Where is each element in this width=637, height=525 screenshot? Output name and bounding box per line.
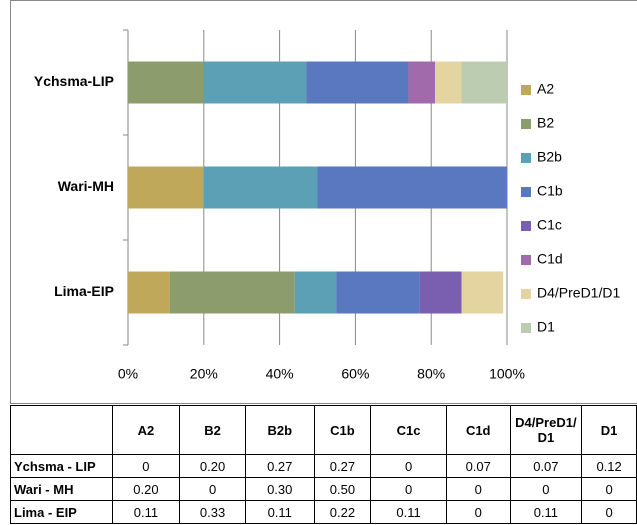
legend-swatch [521, 323, 531, 333]
chart: 0% 20% 40% 60% 80% 100% Ychsma-LIP Wari-MH Lima-… [10, 0, 637, 404]
table-cell: 0 [581, 500, 637, 524]
legend-label: C1d [537, 251, 563, 267]
data-table: A2 B2 B2b C1b C1c C1d D4/PreD1/D1 D1 Ychsma - L… [10, 405, 637, 524]
legend-swatch [521, 85, 531, 95]
legend-label: D4/PreD1/D1 [537, 285, 620, 301]
legend-label: B2 [537, 115, 554, 131]
legend-swatch [521, 153, 531, 163]
table-cell: 0.12 [581, 454, 637, 478]
bar-segment [128, 166, 204, 209]
legend-swatch [521, 255, 531, 265]
legend-label: C1b [537, 183, 563, 199]
column-header: B2 [179, 405, 246, 455]
table-cell: 0.20 [179, 454, 246, 478]
column-header: C1b [313, 405, 372, 455]
x-tick-label: 80% [417, 366, 445, 382]
table-row: Ychsma - LIP 0 0.20 0.27 0.27 0 0.07 0.07 0.12 [10, 454, 637, 478]
table-cell: 0 [370, 477, 447, 501]
table-cell: 0 [581, 477, 637, 501]
bar-segment [434, 61, 462, 104]
column-header: D1 [581, 405, 637, 455]
table-cell: 0.30 [244, 477, 315, 501]
bar-segment [128, 271, 170, 314]
table-cell: 0 [111, 454, 181, 478]
table-cell: 0.11 [509, 500, 583, 524]
y-tick-label: Ychsma-LIP [34, 73, 114, 89]
bar-segment [169, 271, 295, 314]
legend-swatch [521, 119, 531, 129]
x-tick-label: 40% [266, 366, 294, 382]
bar-segment [408, 61, 435, 104]
bar-segment [317, 166, 507, 209]
table-cell: 0.27 [244, 454, 315, 478]
legend-swatch [521, 221, 531, 231]
table-cell: 0 [445, 500, 511, 524]
table-cell: 0.20 [111, 477, 181, 501]
bar-segment [461, 271, 504, 314]
bar-segment [419, 271, 462, 314]
table-cell: 0.33 [179, 500, 246, 524]
table-cell: 0.07 [509, 454, 583, 478]
table-cell: 0.22 [313, 500, 372, 524]
x-tick-label: 60% [341, 366, 369, 382]
legend-swatch [521, 187, 531, 197]
table-cell: 0.11 [370, 500, 447, 524]
bar-segment [203, 166, 318, 209]
row-label: Lima - EIP [10, 500, 113, 524]
table-header: A2 B2 B2b C1b C1c C1d D4/PreD1/D1 D1 [10, 405, 637, 455]
table-cell: 0 [445, 477, 511, 501]
table-cell: 0.07 [445, 454, 511, 478]
table-cell: 0.50 [313, 477, 372, 501]
table-cell: 0.11 [111, 500, 181, 524]
bar-segment [461, 61, 507, 104]
bar-segment [203, 61, 307, 104]
table-row: Wari - MH 0.20 0 0.30 0.50 0 0 0 0 [10, 477, 637, 501]
table-row: Lima - EIP 0.11 0.33 0.11 0.22 0.11 0 0.11 0 [10, 500, 637, 524]
column-header: A2 [111, 405, 181, 455]
corner-cell [10, 405, 113, 455]
table-cell: 0 [509, 477, 583, 501]
column-header: C1c [370, 405, 447, 455]
legend-label: A2 [537, 81, 554, 97]
legend-swatch [521, 289, 531, 299]
x-tick-label: 20% [190, 366, 218, 382]
column-header: C1d [445, 405, 511, 455]
x-tick-label: 100% [489, 366, 525, 382]
legend-label: B2b [537, 149, 562, 165]
bar-segment [306, 61, 409, 104]
column-header: B2b [244, 405, 315, 455]
row-label: Ychsma - LIP [10, 454, 113, 478]
table-cell: 0.27 [313, 454, 372, 478]
column-header: D4/PreD1/D1 [509, 405, 583, 455]
bar-segment [294, 271, 337, 314]
row-label: Wari - MH [10, 477, 113, 501]
bar-segment [336, 271, 420, 314]
bar-segment [128, 61, 204, 104]
x-tick-label: 0% [118, 366, 138, 382]
legend-label: D1 [537, 319, 555, 335]
y-tick-label: Wari-MH [58, 178, 114, 194]
table-cell: 0 [370, 454, 447, 478]
y-tick-label: Lima-EIP [54, 283, 114, 299]
legend-label: C1c [537, 217, 562, 233]
table-cell: 0 [179, 477, 246, 501]
table-cell: 0.11 [244, 500, 315, 524]
